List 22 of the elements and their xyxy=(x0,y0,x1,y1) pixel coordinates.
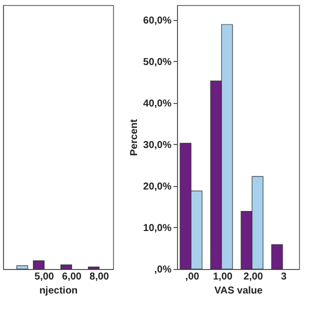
bar xyxy=(88,266,100,270)
y-tick-label: 60,0% xyxy=(143,15,172,26)
y-axis-title: Percent xyxy=(129,118,140,156)
x-axis-title: VAS value xyxy=(214,286,264,296)
x-tick-label: 1,00 xyxy=(213,272,233,282)
x-tick-label: ,00 xyxy=(185,272,200,282)
x-tick-label: 5,00 xyxy=(34,272,54,282)
y-tick-label: 10,0% xyxy=(143,222,172,234)
x-tick-label: 2,00 xyxy=(244,272,264,282)
x-tick-label: 8,00 xyxy=(90,272,110,282)
x-tick-label: 6,00 xyxy=(62,272,82,282)
y-tick-label: 50,0% xyxy=(143,56,172,68)
bar xyxy=(60,264,72,270)
x-tick-label: 3 xyxy=(280,272,287,282)
y-tick-label: 30,0% xyxy=(143,140,172,151)
bar xyxy=(32,260,45,270)
y-tick-label: 20,0% xyxy=(143,181,172,192)
bar xyxy=(16,265,28,270)
bar xyxy=(271,244,283,270)
y-tick-label: 40,0% xyxy=(143,98,172,110)
y-tick-label: ,0% xyxy=(154,264,172,276)
x-axis-title: njection xyxy=(39,286,78,296)
